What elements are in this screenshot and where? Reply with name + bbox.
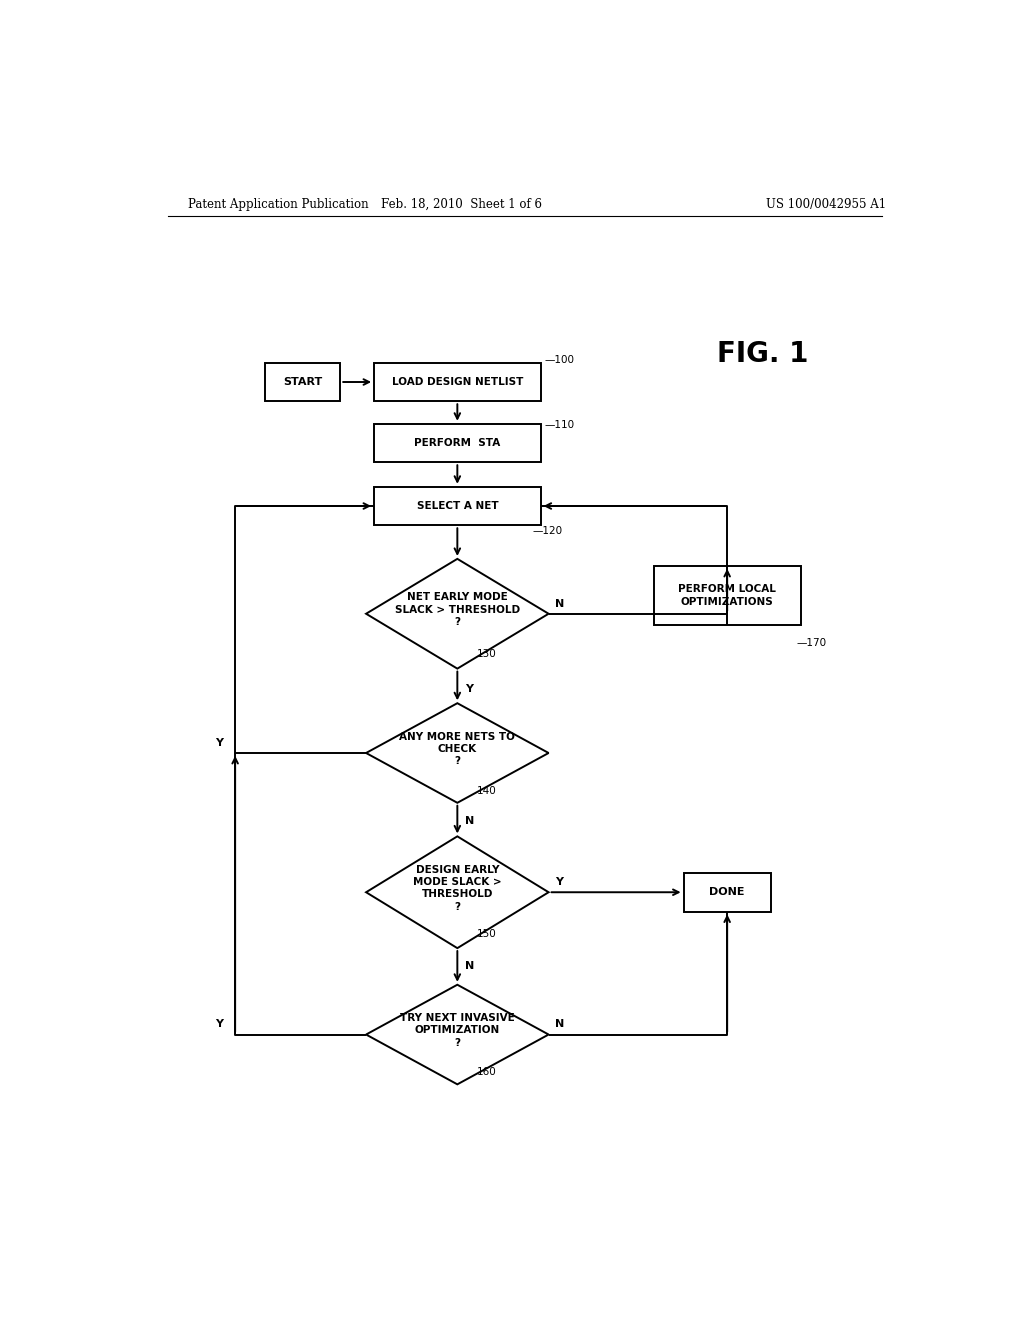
- FancyBboxPatch shape: [684, 873, 771, 912]
- Text: Feb. 18, 2010  Sheet 1 of 6: Feb. 18, 2010 Sheet 1 of 6: [381, 198, 542, 211]
- Text: Y: Y: [555, 876, 563, 887]
- Text: 160: 160: [477, 1067, 497, 1077]
- Text: Y: Y: [215, 1019, 223, 1030]
- FancyBboxPatch shape: [265, 363, 340, 401]
- Text: PERFORM LOCAL
OPTIMIZATIONS: PERFORM LOCAL OPTIMIZATIONS: [678, 585, 776, 607]
- FancyBboxPatch shape: [653, 566, 801, 624]
- Text: Y: Y: [465, 684, 473, 694]
- Text: START: START: [283, 378, 323, 387]
- Text: 140: 140: [477, 785, 497, 796]
- Text: NET EARLY MODE
SLACK > THRESHOLD
?: NET EARLY MODE SLACK > THRESHOLD ?: [395, 593, 520, 627]
- Polygon shape: [367, 837, 549, 948]
- Polygon shape: [367, 558, 549, 669]
- Polygon shape: [367, 985, 549, 1084]
- Text: N: N: [465, 961, 474, 972]
- Text: 130: 130: [477, 649, 497, 660]
- Text: TRY NEXT INVASIVE
OPTIMIZATION
?: TRY NEXT INVASIVE OPTIMIZATION ?: [400, 1012, 515, 1048]
- Text: US 100/0042955 A1: US 100/0042955 A1: [766, 198, 887, 211]
- Text: —120: —120: [532, 527, 563, 536]
- Text: LOAD DESIGN NETLIST: LOAD DESIGN NETLIST: [391, 378, 523, 387]
- Text: N: N: [465, 816, 474, 826]
- Text: Y: Y: [215, 738, 223, 748]
- Text: N: N: [555, 598, 564, 609]
- Text: DESIGN EARLY
MODE SLACK >
THRESHOLD
?: DESIGN EARLY MODE SLACK > THRESHOLD ?: [413, 865, 502, 912]
- FancyBboxPatch shape: [374, 363, 541, 401]
- FancyBboxPatch shape: [374, 424, 541, 462]
- Text: —110: —110: [545, 420, 574, 430]
- Text: —170: —170: [797, 639, 826, 648]
- Text: FIG. 1: FIG. 1: [717, 339, 809, 367]
- Text: DONE: DONE: [710, 887, 744, 898]
- Text: PERFORM  STA: PERFORM STA: [415, 438, 501, 447]
- Text: 150: 150: [477, 929, 497, 939]
- Text: Patent Application Publication: Patent Application Publication: [187, 198, 369, 211]
- FancyBboxPatch shape: [374, 487, 541, 525]
- Text: —100: —100: [545, 355, 574, 364]
- Text: ANY MORE NETS TO
CHECK
?: ANY MORE NETS TO CHECK ?: [399, 731, 515, 767]
- Text: N: N: [555, 1019, 564, 1030]
- Polygon shape: [367, 704, 549, 803]
- Text: SELECT A NET: SELECT A NET: [417, 502, 498, 511]
